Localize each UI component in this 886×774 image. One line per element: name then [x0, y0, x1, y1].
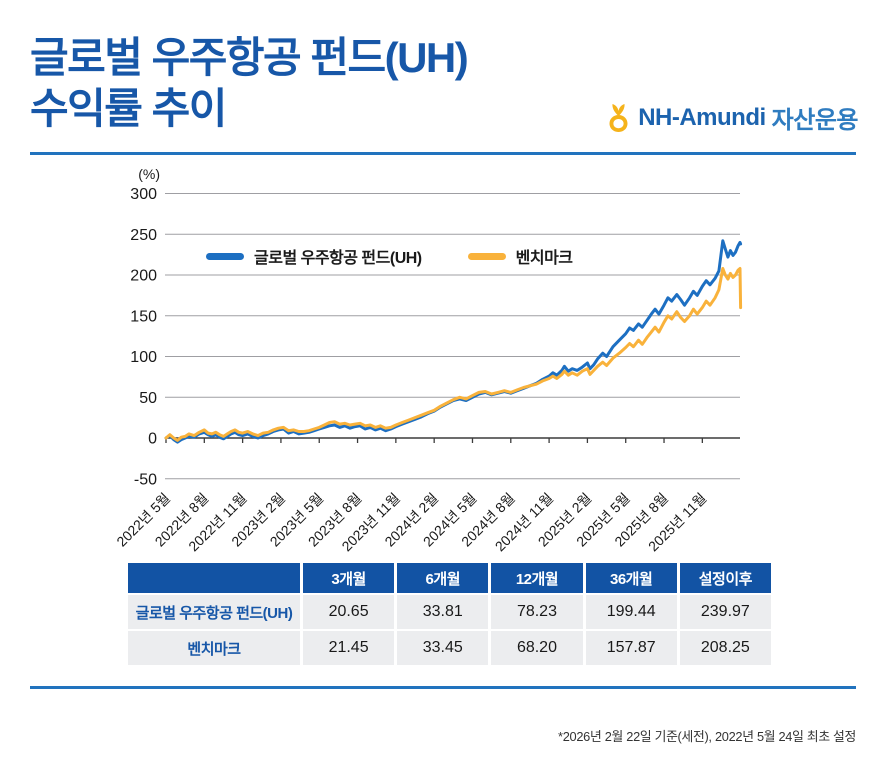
nh-amundi-logo: NH-Amundi 자산운용 [605, 100, 859, 135]
benchmark-line-series [164, 267, 743, 442]
y-tick-label: 250 [130, 227, 157, 244]
footer-divider [30, 686, 856, 689]
table-column-header: 3개월 [303, 563, 395, 593]
y-tick-label: 150 [130, 308, 157, 325]
y-tick-label: -50 [134, 471, 157, 488]
table-column-header: 12개월 [491, 563, 583, 593]
table-value-cell: 208.25 [679, 631, 771, 665]
y-tick-label: 200 [130, 268, 157, 285]
fund-row-label: 글로벌 우주항공 펀드(UH) [128, 595, 300, 629]
benchmark-line-swatch [467, 252, 506, 260]
table-column-header: 설정이후 [679, 563, 771, 593]
fund-line-swatch [206, 252, 244, 260]
fund-line-series [164, 239, 743, 444]
table-value-cell: 199.44 [585, 595, 677, 629]
y-tick-label: 50 [139, 390, 157, 407]
benchmark-row-label: 벤치마크 [128, 631, 300, 665]
table-column-header: 36개월 [585, 563, 677, 593]
fund-legend-label: 글로벌 우주항공 펀드(UH) [254, 250, 422, 267]
table-value-cell: 20.65 [303, 595, 395, 629]
benchmark-legend-label: 벤치마크 [515, 250, 573, 267]
table-value-cell: 21.45 [303, 631, 395, 665]
table-value-cell: 239.97 [679, 595, 771, 629]
y-axis-unit-label: (%) [138, 166, 160, 182]
footnote-line: *2026년 2월 22일 기준(세전), 2022년 5월 24일 최초 설정 [558, 728, 856, 744]
nh-logo-icon [605, 103, 632, 133]
logo-brand-kr-text: 자산운용 [771, 107, 859, 134]
table-value-cell: 78.23 [491, 595, 583, 629]
table-column-header: 6개월 [397, 563, 489, 593]
page-title: 글로벌 우주항공 펀드(UH) 수익률 추이 [30, 32, 469, 134]
table-corner-cell [128, 563, 300, 593]
y-tick-label: 0 [148, 431, 157, 448]
y-tick-label: 100 [130, 349, 157, 366]
table-value-cell: 33.45 [397, 631, 489, 665]
logo-brand-text: NH-Amundi [638, 103, 766, 131]
legend-item-fund: 글로벌 우주항공 펀드(UH) [206, 244, 422, 268]
chart-legend: 글로벌 우주항공 펀드(UH) 벤치마크 [206, 244, 573, 268]
page-title-line-1: 글로벌 우주항공 펀드(UH) [30, 34, 469, 81]
table-value-cell: 33.81 [397, 595, 489, 629]
footnotes: *2026년 2월 22일 기준(세전), 2022년 5월 24일 최초 설정… [291, 695, 856, 774]
table-value-cell: 157.87 [585, 631, 677, 665]
legend-item-benchmark: 벤치마크 [467, 244, 573, 268]
header-divider [30, 152, 856, 155]
page-title-line-2: 수익률 추이 [30, 85, 227, 133]
table-value-cell: 68.20 [491, 631, 583, 665]
y-tick-label: 300 [130, 186, 157, 203]
